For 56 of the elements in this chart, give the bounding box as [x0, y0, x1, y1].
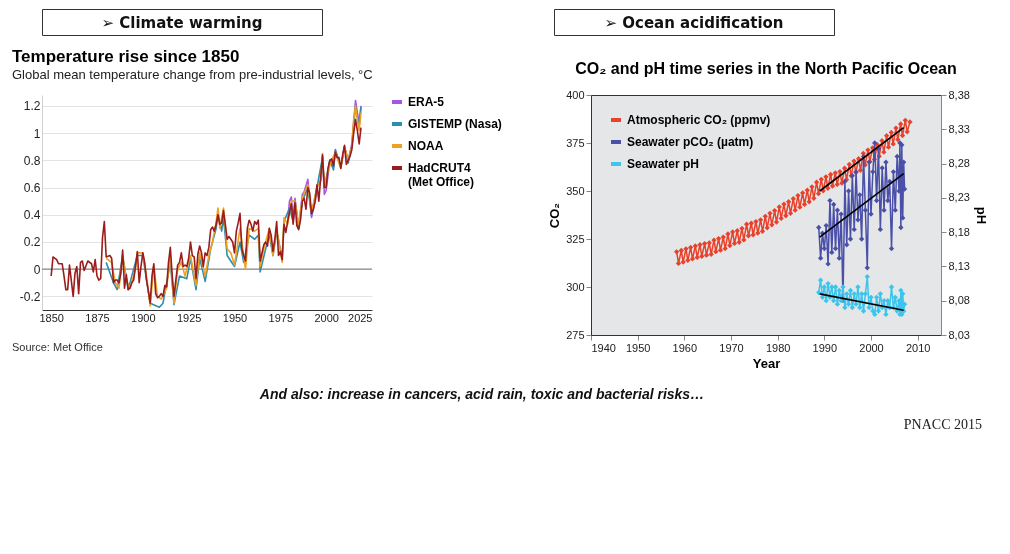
x-tick-label: 1925	[176, 311, 202, 324]
chart-subtitle: Global mean temperature change from pre-industrial levels, °C	[12, 67, 373, 82]
y-tick-label: 375	[566, 136, 585, 149]
x-tick-label: 1975	[268, 311, 294, 324]
y2-tick-label: 8,23	[948, 191, 970, 204]
x-tick-label: 1960	[672, 341, 698, 354]
y-tick-label: 0	[33, 262, 41, 277]
y-tick-label: 275	[566, 328, 585, 341]
x-axis-title: Year	[752, 355, 781, 371]
y-tick-label: 300	[566, 280, 585, 293]
y-axis-title: CO₂	[547, 202, 563, 229]
y2-tick-label: 8,33	[948, 122, 970, 135]
text: And also: increase in cancers, acid rain, toxic and bacterial risks…	[258, 386, 705, 402]
x-tick-label: 1940	[591, 341, 616, 354]
x-tick-label: 1980	[765, 341, 791, 354]
x-tick-label: 1850	[39, 311, 64, 324]
y-tick-label: 1	[33, 126, 41, 141]
y-tick-label: 0.4	[23, 208, 41, 223]
x-tick-label: 1950	[625, 341, 651, 354]
y2-tick-label: 8,18	[948, 225, 970, 238]
chart-title: CO₂ and pH time series in the North Pacific Ocean	[575, 60, 957, 77]
legend-label: HadCRUT4 (Met Office)	[408, 161, 474, 189]
legend-label: Seawater pH	[627, 157, 700, 171]
x-tick-label: 2025	[348, 311, 373, 324]
y2-axis-title: pH	[973, 206, 989, 225]
legend-label: ERA-5	[408, 95, 445, 109]
text: ➢ Ocean acidification	[604, 14, 784, 32]
y2-tick-label: 8,13	[948, 259, 970, 272]
y-tick-label: 325	[566, 232, 585, 245]
x-tick-label: 1970	[719, 341, 744, 354]
x-tick-label: 2000	[314, 311, 339, 324]
legend-label: GISTEMP (Nasa)	[408, 117, 502, 131]
y2-tick-label: 8,08	[948, 294, 970, 307]
x-tick-label: 1875	[85, 311, 110, 324]
y-tick-label: 0.2	[23, 235, 41, 250]
y-tick-label: 0.6	[23, 181, 41, 196]
x-tick-label: 2010	[905, 341, 931, 354]
y2-tick-label: 8,38	[948, 88, 970, 101]
x-tick-label: 1990	[812, 341, 838, 354]
legend-label: Atmospheric CO₂ (ppmv)	[627, 113, 771, 127]
source-note: Source: Met Office	[12, 341, 103, 353]
y-tick-label: -0.2	[19, 289, 41, 304]
x-tick-label: 1950	[222, 311, 248, 324]
legend-label: NOAA	[408, 139, 444, 153]
chart-title: Temperature rise since 1850	[12, 47, 240, 66]
x-tick-label: 1900	[131, 311, 156, 324]
legend-label: Seawater pCO₂ (µatm)	[627, 135, 754, 149]
text: PNACC 2015	[903, 417, 982, 432]
y2-tick-label: 8,03	[948, 328, 970, 341]
text: ➢ Climate warming	[101, 14, 263, 32]
y-tick-label: 1.2	[23, 99, 41, 114]
y2-tick-label: 8,28	[948, 157, 970, 170]
y-tick-label: 350	[566, 184, 585, 197]
y-tick-label: 400	[566, 88, 585, 101]
y-tick-label: 0.8	[23, 153, 41, 168]
x-tick-label: 2000	[859, 341, 884, 354]
